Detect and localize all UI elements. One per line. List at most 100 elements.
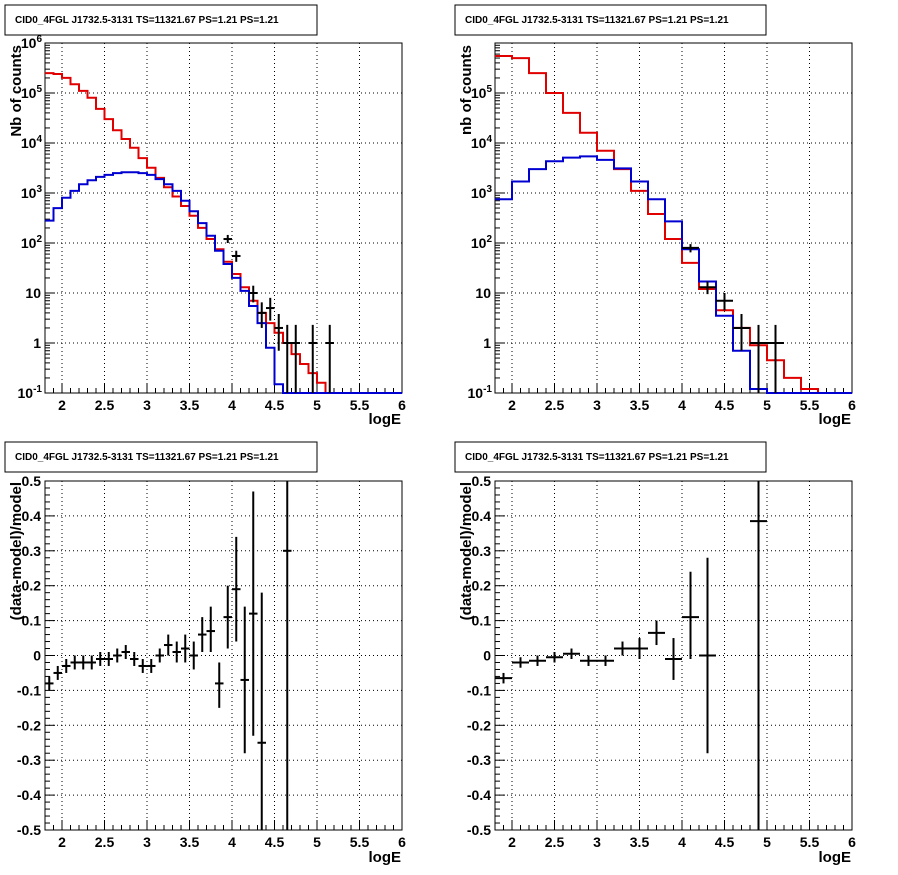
data-point: [495, 672, 512, 684]
x-tick-label: 2: [508, 397, 516, 413]
data-point: [283, 481, 292, 830]
data-point: [70, 655, 79, 670]
y-tick-label: 103: [21, 184, 43, 201]
data-point: [682, 571, 699, 659]
data-point: [648, 620, 665, 646]
data-point: [682, 244, 699, 253]
x-tick-label: 5: [313, 397, 321, 413]
panel-4-ylabel: (data-model)/model: [458, 482, 475, 620]
panel-2-ylabel: nb of counts: [458, 45, 475, 135]
x-tick-label: 5.5: [350, 397, 370, 413]
plot-frame: [44, 42, 403, 394]
data-point: [164, 634, 173, 656]
y-tick-label: 102: [21, 234, 43, 251]
y-tick-label: -0.2: [17, 717, 41, 733]
series-source-model: [45, 171, 402, 394]
y-tick-label: 10-1: [18, 384, 43, 401]
plot-frame: [44, 480, 403, 831]
y-tick-label: 10: [25, 285, 41, 301]
x-tick-label: 6: [848, 397, 856, 413]
y-tick-label: 103: [471, 184, 493, 201]
data-point: [155, 648, 164, 663]
data-point: [325, 324, 334, 393]
x-tick-label: 3.5: [180, 834, 200, 850]
plot-frame: [494, 42, 853, 394]
y-tick-label: 0.2: [22, 578, 42, 594]
x-tick-label: 3.5: [630, 397, 650, 413]
x-tick-label: 2.5: [95, 397, 115, 413]
panel-3-title: CID0_4FGL J1732.5-3131 TS=11321.67 PS=1.…: [15, 452, 279, 463]
series-source-model: [495, 155, 852, 394]
x-tick-label: 2: [508, 834, 516, 850]
data-point: [699, 281, 716, 295]
x-tick-label: 4: [228, 397, 236, 413]
data-point: [138, 658, 147, 673]
data-point: [291, 324, 300, 393]
y-tick-label: 104: [471, 134, 493, 151]
data-point: [45, 676, 54, 691]
x-tick-label: 2: [58, 834, 66, 850]
y-tick-label: -0.2: [467, 717, 491, 733]
x-tick-label: 4.5: [265, 397, 285, 413]
data-point: [147, 658, 156, 673]
data-point: [580, 655, 597, 666]
y-tick-label: 0.5: [22, 473, 42, 489]
data-point: [240, 606, 249, 754]
panel-3-xlabel: logE: [369, 849, 402, 866]
x-tick-label: 6: [848, 834, 856, 850]
series-total-model: [495, 55, 852, 394]
data-point: [665, 638, 682, 680]
x-tick-label: 5: [313, 834, 321, 850]
data-point: [699, 557, 716, 754]
data-point: [215, 662, 224, 708]
y-tick-label: -0.3: [17, 752, 41, 768]
x-tick-label: 4.5: [715, 397, 735, 413]
data-point: [172, 641, 181, 663]
data-point: [232, 536, 241, 642]
data-point: [206, 606, 215, 653]
y-tick-label: -0.1: [17, 682, 41, 698]
panel-1-title: CID0_4FGL J1732.5-3131 TS=11321.67 PS=1.…: [15, 15, 279, 26]
x-tick-label: 4.5: [715, 834, 735, 850]
panel-4-xlabel: logE: [819, 849, 852, 866]
x-tick-label: 2.5: [545, 834, 565, 850]
y-tick-label: 104: [21, 134, 43, 151]
data-point: [223, 585, 232, 649]
x-tick-label: 4: [678, 834, 686, 850]
y-tick-label: 105: [471, 84, 493, 101]
x-tick-label: 2.5: [95, 834, 115, 850]
panel-2-title: CID0_4FGL J1732.5-3131 TS=11321.67 PS=1.…: [465, 15, 729, 26]
data-point: [283, 324, 292, 393]
data-point: [257, 302, 266, 328]
data-point: [308, 324, 317, 393]
x-tick-label: 3: [143, 834, 151, 850]
x-tick-label: 3.5: [180, 397, 200, 413]
data-point: [113, 648, 122, 663]
panel-4-title: CID0_4FGL J1732.5-3131 TS=11321.67 PS=1.…: [465, 452, 729, 463]
data-point: [232, 250, 241, 262]
y-tick-label: 105: [21, 84, 43, 101]
y-tick-label: 102: [471, 234, 493, 251]
x-tick-label: 4: [678, 397, 686, 413]
x-tick-label: 3.5: [630, 834, 650, 850]
x-tick-label: 5.5: [800, 834, 820, 850]
y-tick-label: 0.1: [472, 613, 492, 629]
data-point: [181, 634, 190, 663]
data-point: [631, 638, 648, 659]
data-point: [79, 655, 88, 670]
data-point: [53, 665, 62, 680]
y-tick-label: 106: [21, 34, 43, 51]
x-tick-label: 4: [228, 834, 236, 850]
y-tick-label: 10: [475, 285, 491, 301]
panel-1: 2 2.5 3 3.5 4 4.5 5 5.5 6 10-1 1 10 102 103 104 105 106: [18, 34, 407, 413]
y-tick-label: 0.5: [472, 473, 492, 489]
data-point: [767, 324, 784, 393]
panel-2: 2 2.5 3 3.5 4 4.5 5 5.5 6 10-1 1 10 102 103 104 105: [468, 42, 856, 413]
data-point: [130, 652, 139, 666]
panel-3-ylabel: (data-model)/model: [8, 482, 25, 620]
y-tick-label: 0.3: [22, 543, 42, 559]
x-tick-label: 5: [763, 397, 771, 413]
y-tick-label: 10-1: [468, 384, 493, 401]
panel-1-ylabel: Nb of counts: [8, 45, 25, 137]
data-point: [529, 655, 546, 666]
